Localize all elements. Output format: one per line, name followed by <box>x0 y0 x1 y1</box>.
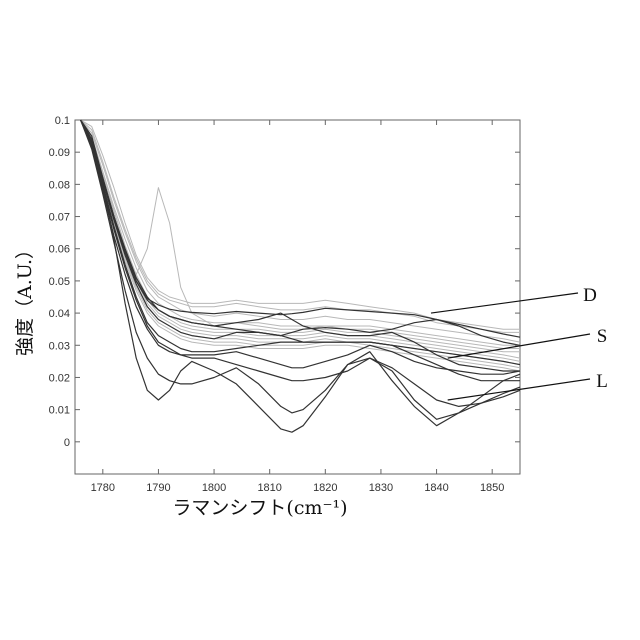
y-tick-label: 0.04 <box>49 308 70 320</box>
x-axis-label: ラマンシフト(cm⁻¹) <box>172 497 347 519</box>
y-tick-label: 0.03 <box>49 340 70 352</box>
y-tick-label: 0.01 <box>49 405 70 417</box>
y-tick-label: 0.05 <box>49 276 70 288</box>
x-tick-label: 1850 <box>480 482 504 494</box>
y-tick-label: 0.07 <box>49 212 70 224</box>
x-tick-label: 1790 <box>146 482 170 494</box>
callout-label-L: L <box>596 371 608 392</box>
x-tick-label: 1830 <box>369 482 393 494</box>
y-tick-label: 0.02 <box>49 372 70 384</box>
y-tick-label: 0.1 <box>55 115 70 127</box>
x-tick-label: 1840 <box>424 482 448 494</box>
x-tick-label: 1820 <box>313 482 337 494</box>
x-tick-label: 1810 <box>257 482 281 494</box>
y-tick-label: 0.08 <box>49 179 70 191</box>
y-tick-label: 0.09 <box>49 147 70 159</box>
y-axis-label: 強度（A.U.） <box>14 240 36 356</box>
x-tick-label: 1800 <box>202 482 226 494</box>
x-tick-label: 1780 <box>91 482 115 494</box>
y-tick-label: 0 <box>64 437 70 449</box>
plot-area <box>75 120 520 474</box>
callout-label-S: S <box>597 326 608 347</box>
callout-label-D: D <box>583 285 597 306</box>
y-tick-label: 0.06 <box>49 244 70 256</box>
